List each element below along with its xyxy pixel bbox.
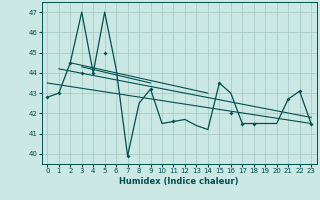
X-axis label: Humidex (Indice chaleur): Humidex (Indice chaleur) [119,177,239,186]
